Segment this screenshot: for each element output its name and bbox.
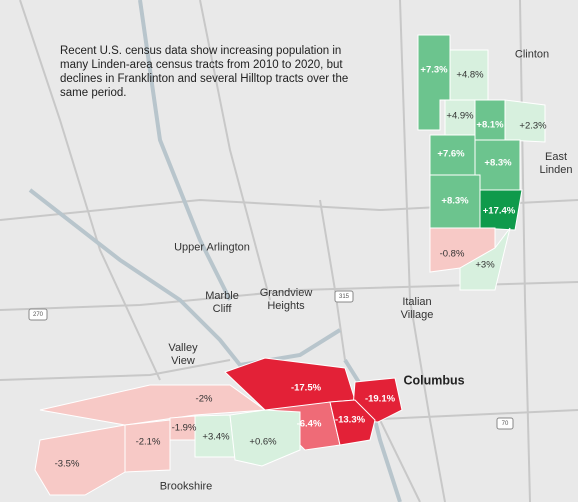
place-label: Italian Village xyxy=(400,296,434,321)
place-label: Clinton xyxy=(514,48,550,61)
tract xyxy=(479,189,523,231)
tract xyxy=(329,399,376,446)
tract-label: +4.9% xyxy=(446,110,474,122)
tract-label: -17.5% xyxy=(290,382,322,394)
tract-label: -2.1% xyxy=(135,436,161,448)
tract-label: +3% xyxy=(475,259,495,271)
tracts xyxy=(34,34,546,496)
highway-label: 70 xyxy=(501,421,509,427)
tract-label: -2% xyxy=(195,393,213,405)
tract-label: -0.8% xyxy=(439,248,465,260)
annotation: Recent U.S. census data show increasing … xyxy=(60,45,349,99)
tract-label: +2.3% xyxy=(519,120,547,132)
tract xyxy=(34,424,126,496)
tract xyxy=(417,34,451,131)
tract xyxy=(459,227,511,291)
tract-label: +0.6% xyxy=(249,436,277,448)
tract-label: -1.9% xyxy=(171,422,197,434)
place-label: East Linden xyxy=(539,151,573,176)
tract xyxy=(229,409,301,467)
tract-label: +7.6% xyxy=(437,148,465,160)
highway-label: 315 xyxy=(338,294,350,300)
place-label: Valley View xyxy=(168,342,198,367)
place-label: Columbus xyxy=(403,373,465,388)
tract-label: -3.5% xyxy=(54,458,80,470)
place-label: Brookshire xyxy=(159,480,213,493)
tract-label: +17.4% xyxy=(482,205,516,217)
tract-label: -6.4% xyxy=(296,418,322,430)
tract-label: -13.3% xyxy=(334,414,366,426)
place-label: Marble Cliff xyxy=(205,290,239,315)
tract-label: +8.3% xyxy=(441,195,469,207)
tract-label: +8.3% xyxy=(484,157,512,169)
place-label: Upper Arlington xyxy=(174,241,250,254)
highway-label: 270 xyxy=(32,312,44,318)
tract-label: +8.1% xyxy=(476,119,504,131)
tract-label: +4.8% xyxy=(456,69,484,81)
tract-label: -19.1% xyxy=(364,393,396,405)
place-label: Grandview Heights xyxy=(259,287,313,312)
highway-shields xyxy=(28,290,514,430)
tract-label: +3.4% xyxy=(202,431,230,443)
tract xyxy=(504,99,546,143)
tract-label: +7.3% xyxy=(420,64,448,76)
